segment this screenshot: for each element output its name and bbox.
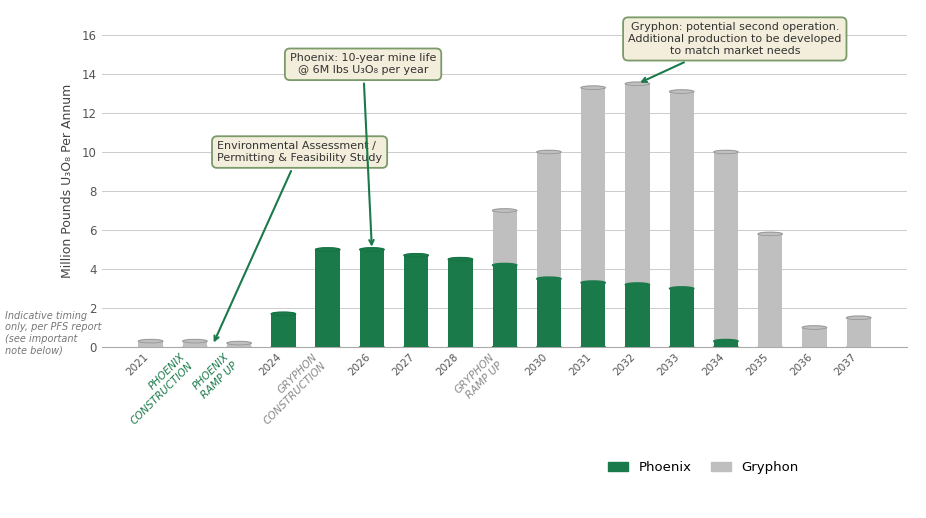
Bar <box>758 234 782 347</box>
Bar <box>714 152 738 341</box>
Ellipse shape <box>271 346 295 349</box>
Ellipse shape <box>714 150 738 154</box>
Bar <box>714 341 738 347</box>
Ellipse shape <box>493 263 517 267</box>
Ellipse shape <box>316 346 340 349</box>
Ellipse shape <box>758 346 782 349</box>
Ellipse shape <box>714 339 738 343</box>
Ellipse shape <box>359 346 384 349</box>
Bar <box>493 265 517 347</box>
Ellipse shape <box>404 254 429 257</box>
Ellipse shape <box>669 90 694 93</box>
Bar <box>493 210 517 265</box>
Ellipse shape <box>581 346 606 349</box>
Ellipse shape <box>404 346 429 349</box>
Ellipse shape <box>359 248 384 251</box>
Ellipse shape <box>448 257 472 261</box>
Bar <box>625 84 650 285</box>
Ellipse shape <box>581 281 606 284</box>
Bar <box>625 285 650 347</box>
Ellipse shape <box>448 346 472 349</box>
Bar <box>669 289 694 347</box>
Bar <box>846 318 870 347</box>
Ellipse shape <box>493 209 517 212</box>
Bar <box>448 260 472 347</box>
Bar <box>802 327 827 347</box>
Ellipse shape <box>802 346 827 349</box>
Ellipse shape <box>227 346 251 349</box>
Ellipse shape <box>625 283 650 286</box>
Bar <box>537 152 561 279</box>
Y-axis label: Million Pounds U₃O₈ Per Annum: Million Pounds U₃O₈ Per Annum <box>61 84 74 278</box>
Bar <box>316 250 340 347</box>
Text: Environmental Assessment /
Permitting & Feasibility Study: Environmental Assessment / Permitting & … <box>215 141 382 340</box>
Ellipse shape <box>139 346 163 349</box>
Ellipse shape <box>625 82 650 85</box>
Ellipse shape <box>846 316 870 320</box>
Ellipse shape <box>581 86 606 90</box>
Ellipse shape <box>271 312 295 315</box>
Ellipse shape <box>669 346 694 349</box>
Ellipse shape <box>537 150 561 154</box>
Ellipse shape <box>182 346 207 349</box>
Ellipse shape <box>139 339 163 343</box>
Bar <box>182 341 207 347</box>
Ellipse shape <box>227 341 251 345</box>
Ellipse shape <box>182 339 207 343</box>
Ellipse shape <box>316 248 340 251</box>
Bar <box>669 92 694 289</box>
Ellipse shape <box>625 346 650 349</box>
Bar <box>139 341 163 347</box>
Text: Gryphon: potential second operation.
Additional production to be developed
to ma: Gryphon: potential second operation. Add… <box>628 22 842 82</box>
Bar <box>581 283 606 347</box>
Text: Indicative timing
only, per PFS report
(see important
note below): Indicative timing only, per PFS report (… <box>5 311 101 355</box>
Bar <box>404 255 429 347</box>
Bar <box>271 314 295 347</box>
Bar <box>227 343 251 347</box>
Ellipse shape <box>802 326 827 329</box>
Ellipse shape <box>714 346 738 349</box>
Ellipse shape <box>846 346 870 349</box>
Legend: Phoenix, Gryphon: Phoenix, Gryphon <box>603 456 804 480</box>
Ellipse shape <box>758 232 782 236</box>
Ellipse shape <box>537 346 561 349</box>
Bar <box>537 279 561 347</box>
Bar <box>359 250 384 347</box>
Ellipse shape <box>669 287 694 290</box>
Text: Phoenix: 10-year mine life
@ 6M lbs U₃O₈ per year: Phoenix: 10-year mine life @ 6M lbs U₃O₈… <box>290 53 436 244</box>
Bar <box>581 88 606 283</box>
Ellipse shape <box>493 346 517 349</box>
Ellipse shape <box>537 277 561 281</box>
